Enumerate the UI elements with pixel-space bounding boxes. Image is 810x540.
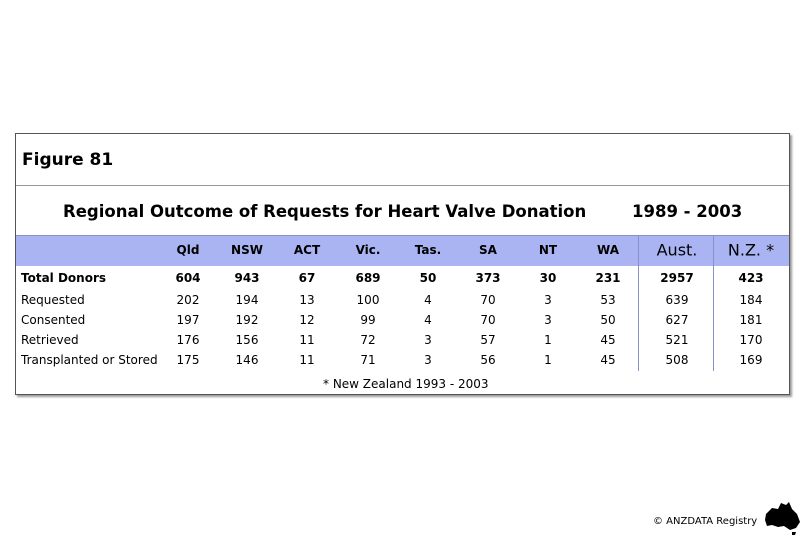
cell: 604 [175,271,201,285]
cell: 3 [544,293,552,307]
figure-panel: Figure 81 Regional Outcome of Requests f… [15,133,790,395]
column-header: Vic. [355,243,381,257]
cell: 373 [475,271,501,285]
row-label: Consented [21,313,86,327]
cell: 11 [299,333,315,347]
cell: 627 [665,313,689,327]
row-label: Transplanted or Stored [21,353,158,367]
cell: 169 [739,353,763,367]
cell: 100 [356,293,380,307]
cell: 2957 [660,271,694,285]
cell: 1 [544,353,552,367]
cell: 45 [600,353,616,367]
cell: 1 [544,333,552,347]
cell: 3 [544,313,552,327]
cell: 192 [235,313,259,327]
row-label: Total Donors [21,271,107,285]
column-header: WA [597,243,619,257]
cell: 53 [600,293,616,307]
row-label: Requested [21,293,85,307]
column-header: Tas. [414,243,442,257]
cell: 943 [234,271,260,285]
cell: 12 [299,313,315,327]
cell: 175 [176,353,200,367]
cell: 3 [424,333,432,347]
cell: 231 [595,271,621,285]
divider [16,185,789,186]
cell: 156 [235,333,259,347]
cell: 194 [235,293,259,307]
column-divider [638,235,639,371]
cell: 50 [600,313,616,327]
column-header: N.Z. * [727,240,775,260]
cell: 56 [480,353,496,367]
cell: 176 [176,333,200,347]
cell: 45 [600,333,616,347]
australia-icon [765,502,800,535]
cell: 50 [419,271,437,285]
cell: 71 [360,353,376,367]
footnote: * New Zealand 1993 - 2003 [323,377,489,391]
row-label: Retrieved [21,333,79,347]
cell: 197 [176,313,200,327]
column-header: NSW [231,243,263,257]
cell: 70 [480,293,496,307]
cell: 521 [665,333,689,347]
cell: 67 [298,271,316,285]
cell: 11 [299,353,315,367]
footer: © ANZDATA Registry [653,516,758,527]
column-header: Aust. [656,240,698,260]
cell: 639 [665,293,689,307]
cell: 57 [480,333,496,347]
column-header: NT [538,243,558,257]
cell: 184 [739,293,763,307]
cell: 508 [665,353,689,367]
cell: 30 [539,271,557,285]
column-header: SA [479,243,497,257]
column-header: ACT [293,243,321,257]
cell: 146 [235,353,259,367]
cell: 4 [424,293,432,307]
cell: 72 [360,333,376,347]
figure-label: Figure 81 [22,150,114,170]
column-divider [713,235,714,371]
cell: 4 [424,313,432,327]
cell: 423 [738,271,764,285]
header-band [16,235,789,266]
cell: 70 [480,313,496,327]
column-header: Qld [176,243,200,257]
cell: 13 [299,293,315,307]
period: 1989 - 2003 [632,202,743,221]
cell: 689 [355,271,381,285]
cell: 202 [176,293,200,307]
title: Regional Outcome of Requests for Heart V… [63,202,587,221]
cell: 3 [424,353,432,367]
cell: 99 [360,313,376,327]
cell: 181 [739,313,763,327]
cell: 170 [739,333,763,347]
